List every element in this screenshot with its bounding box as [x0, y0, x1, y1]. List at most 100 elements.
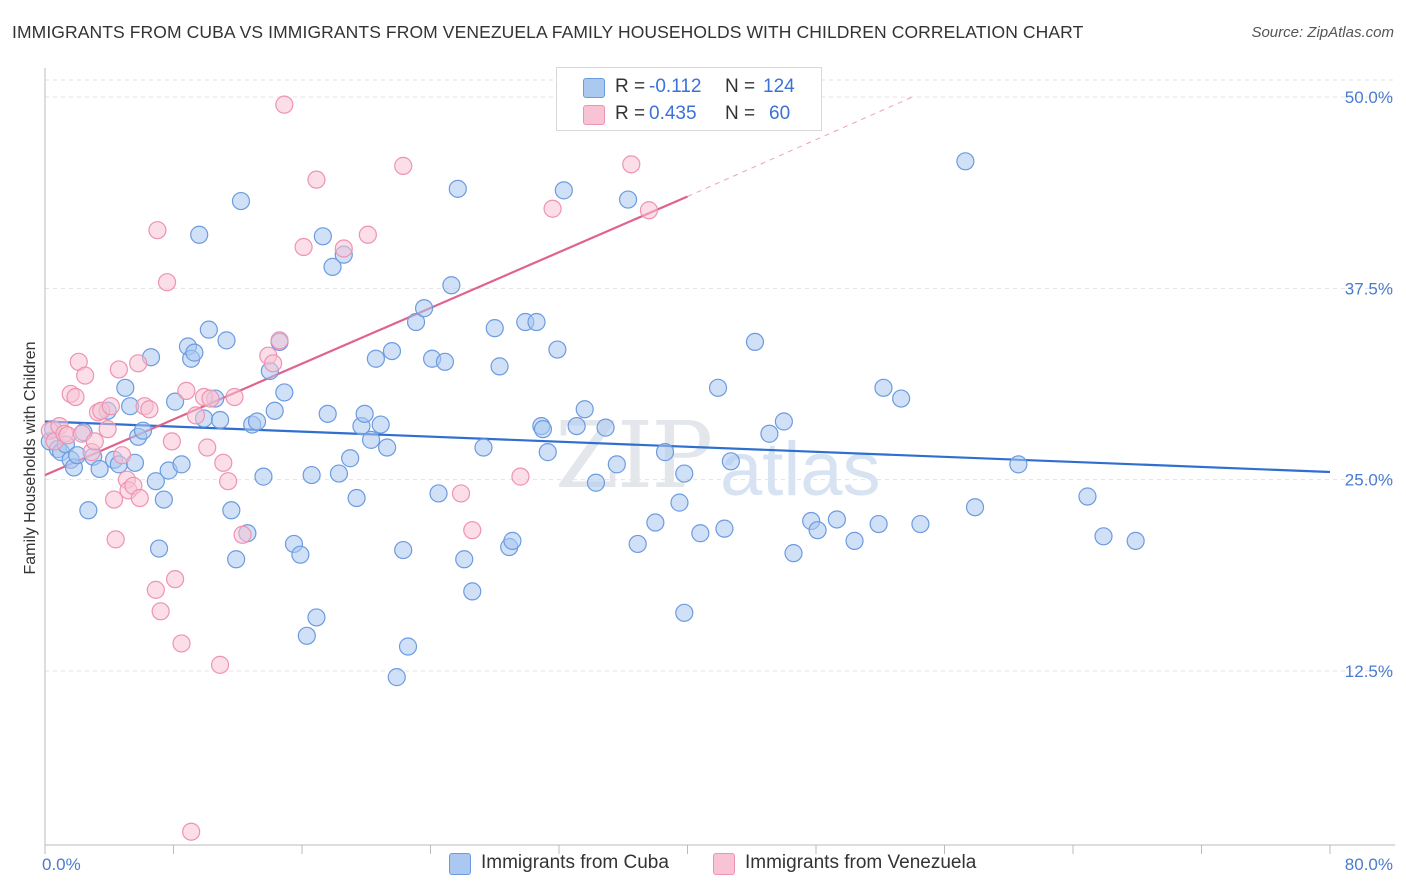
cuba-point: [149, 539, 169, 558]
legend-item-venezuela[interactable]: Immigrants from Venezuela: [713, 851, 1013, 877]
cuba-point: [275, 383, 294, 402]
venezuela-swatch: [583, 105, 605, 125]
cuba-point: [567, 416, 586, 436]
cuba-point: [371, 415, 390, 434]
venezuela-point: [307, 170, 326, 189]
cuba-point: [154, 490, 173, 509]
cuba-swatch: [583, 78, 605, 98]
legend-cuba-swatch: [449, 853, 471, 875]
cuba-point: [347, 488, 366, 508]
venezuela-point: [214, 453, 233, 472]
cuba-point: [414, 299, 434, 318]
venezuela-trend-extension: [687, 96, 913, 197]
cuba-point: [394, 540, 413, 560]
venezuela-point: [101, 397, 120, 416]
venezuela-point: [210, 655, 230, 674]
venezuela-point: [140, 400, 159, 419]
cuba-point: [172, 455, 191, 474]
cuba-point: [231, 191, 251, 211]
cuba-point: [329, 464, 349, 483]
cuba-point: [217, 331, 236, 350]
venezuela-point: [201, 389, 220, 408]
cuba-point: [607, 455, 626, 474]
cuba-point: [911, 514, 930, 534]
venezuela-point: [263, 354, 283, 373]
cuba-point: [116, 378, 135, 397]
venezuela-point: [146, 580, 165, 599]
source-label: Source: ZipAtlas.com: [1251, 24, 1394, 41]
cuba-point: [586, 473, 606, 492]
venezuela-point: [151, 602, 170, 621]
cuba-point: [670, 493, 689, 512]
cuba-point: [503, 531, 522, 550]
cuba-point: [313, 227, 332, 246]
data-points: [40, 95, 1145, 841]
venezuela-point: [104, 490, 124, 509]
cuba-point: [387, 668, 406, 687]
cuba-point: [323, 257, 342, 277]
legend-cuba-label: Immigrants from Cuba: [481, 852, 669, 873]
venezuela-point: [358, 225, 377, 244]
cuba-point: [463, 582, 482, 601]
axes: [44, 68, 1395, 854]
cuba-point: [596, 418, 615, 437]
legend-venezuela-swatch: [713, 853, 735, 875]
cuba-point: [378, 438, 397, 457]
cuba-point: [575, 400, 594, 419]
chart-title: IMMIGRANTS FROM CUBA VS IMMIGRANTS FROM …: [12, 22, 1084, 42]
venezuela-point: [294, 237, 313, 257]
venezuela-point: [76, 366, 95, 385]
cuba-point: [490, 357, 509, 376]
cuba-trend-line: [44, 420, 1331, 474]
y-axis-label: Family Households with Children: [22, 342, 39, 575]
cuba-r-label: R =: [615, 76, 646, 97]
cuba-r-value: -0.112: [649, 76, 702, 97]
cuba-point: [291, 545, 310, 564]
cuba-point: [760, 424, 779, 443]
y-tick-label: 12.5%: [1345, 662, 1393, 681]
trend-lines: [44, 96, 1331, 477]
venezuela-n-label: N =: [725, 103, 756, 124]
cuba-point: [691, 524, 710, 543]
cuba-point: [455, 550, 474, 569]
cuba-point: [355, 404, 374, 423]
cuba-point: [1078, 487, 1097, 506]
cuba-point: [398, 637, 418, 656]
venezuela-n-value: 60: [769, 103, 791, 124]
cuba-point: [956, 152, 975, 171]
y-tick-label: 37.5%: [1345, 279, 1393, 298]
x-tick-label-min: 0.0%: [42, 855, 81, 874]
venezuela-point: [172, 634, 191, 653]
cuba-point: [745, 332, 765, 352]
venezuela-r-value: 0.435: [649, 103, 697, 124]
legend-item-cuba[interactable]: Immigrants from Cuba: [449, 851, 699, 877]
cuba-point: [628, 534, 647, 554]
cuba-point: [366, 349, 385, 368]
cuba-point: [646, 513, 665, 532]
venezuela-point: [129, 354, 148, 373]
cuba-point: [307, 608, 326, 627]
venezuela-point: [543, 199, 562, 218]
cuba-point: [146, 472, 165, 491]
cuba-point: [199, 320, 218, 339]
cuba-point: [618, 190, 638, 209]
cuba-point: [827, 510, 846, 529]
watermark-atlas: atlas: [720, 427, 881, 512]
cuba-point: [527, 312, 546, 332]
stats-legend: R = -0.112 N = 124 R = 0.435 N = 60: [556, 67, 822, 131]
venezuela-point: [233, 525, 252, 544]
venezuela-point: [219, 472, 238, 491]
y-tick-label: 25.0%: [1345, 471, 1393, 490]
cuba-point: [210, 410, 230, 430]
venezuela-point: [511, 467, 530, 486]
venezuela-point: [130, 488, 149, 508]
cuba-point: [554, 181, 573, 200]
cuba-point: [774, 412, 793, 431]
venezuela-point: [275, 95, 294, 114]
cuba-point: [382, 341, 402, 361]
cuba-point: [675, 603, 694, 622]
cuba-point: [874, 378, 893, 397]
cuba-point: [435, 352, 455, 371]
venezuela-point: [166, 570, 185, 589]
cuba-point: [533, 420, 553, 439]
